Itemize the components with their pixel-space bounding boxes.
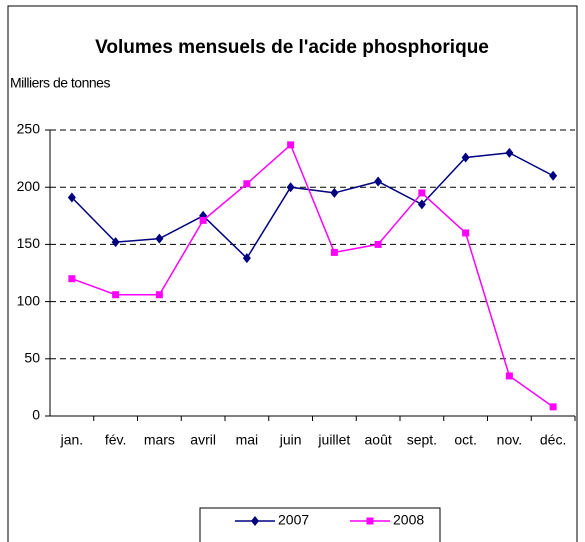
marker bbox=[417, 199, 426, 210]
marker bbox=[462, 229, 470, 237]
x-tick-label: août bbox=[365, 432, 392, 448]
marker bbox=[251, 516, 259, 526]
marker bbox=[418, 189, 426, 197]
marker bbox=[330, 187, 339, 198]
marker bbox=[374, 176, 383, 187]
x-tick-label: avril bbox=[190, 432, 216, 448]
y-axis-label: Milliers de tonnes bbox=[10, 75, 110, 91]
marker bbox=[112, 291, 120, 299]
y-tick-label: 200 bbox=[17, 178, 41, 194]
marker bbox=[199, 216, 207, 224]
x-tick-label: oct. bbox=[454, 432, 477, 448]
marker bbox=[505, 147, 514, 158]
y-tick-label: 100 bbox=[17, 292, 41, 308]
y-tick-label: 0 bbox=[32, 407, 40, 423]
marker bbox=[366, 517, 374, 525]
legend-label: 2008 bbox=[393, 512, 424, 528]
x-tick-label: sept. bbox=[407, 432, 437, 448]
legend-box bbox=[199, 507, 441, 542]
marker bbox=[243, 180, 251, 188]
series-line bbox=[71, 143, 554, 408]
chart-title: Volumes mensuels de l'acide phosphorique bbox=[95, 37, 489, 58]
marker bbox=[67, 192, 76, 203]
marker bbox=[155, 291, 163, 299]
marker bbox=[155, 233, 164, 244]
x-tick-label: fév. bbox=[105, 432, 127, 448]
marker bbox=[330, 248, 338, 256]
x-tick-label: mars bbox=[144, 432, 175, 448]
x-tick-label: mai bbox=[236, 432, 259, 448]
marker bbox=[68, 275, 76, 283]
x-tick-label: jan. bbox=[60, 432, 84, 448]
series-line bbox=[71, 152, 554, 260]
x-tick-label: juillet bbox=[317, 432, 350, 448]
marker bbox=[549, 403, 557, 411]
marker bbox=[287, 141, 295, 149]
y-tick-label: 150 bbox=[17, 235, 41, 251]
x-tick-label: juin bbox=[279, 432, 302, 448]
marker bbox=[374, 240, 382, 248]
marker bbox=[286, 182, 295, 193]
marker bbox=[242, 253, 251, 264]
chart-border bbox=[7, 5, 578, 542]
y-tick-label: 250 bbox=[17, 121, 41, 137]
marker bbox=[505, 372, 513, 380]
x-tick-label: nov. bbox=[497, 432, 522, 448]
marker bbox=[111, 237, 120, 248]
legend-label: 2007 bbox=[278, 512, 309, 528]
marker bbox=[461, 152, 470, 163]
y-tick-label: 50 bbox=[24, 350, 40, 366]
marker bbox=[549, 170, 558, 181]
x-tick-label: déc. bbox=[540, 432, 566, 448]
